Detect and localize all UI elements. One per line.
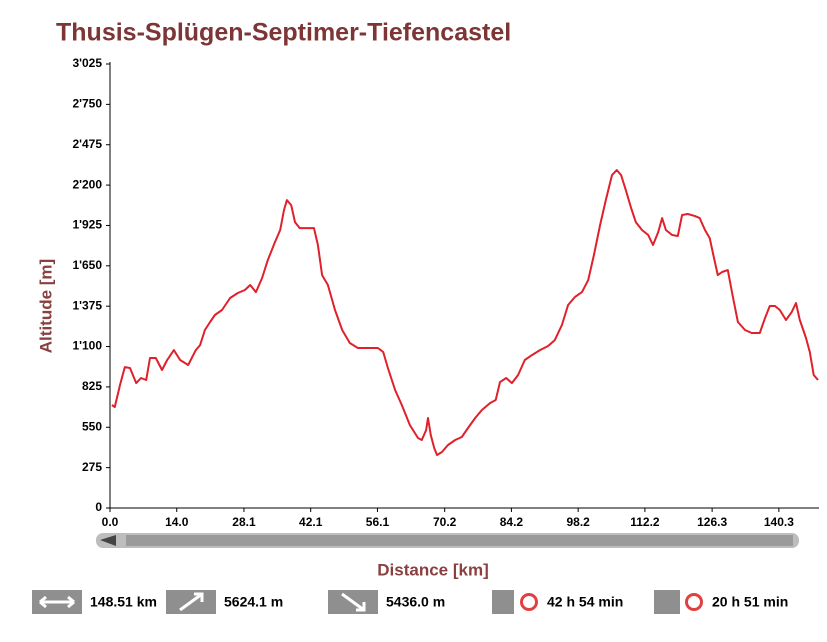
x-tick-label: 84.2: [500, 515, 524, 529]
stat-ascent: 5624.1 m: [224, 594, 283, 610]
stat-distance: 148.51 km: [90, 594, 157, 610]
x-tick-label: 140.3: [764, 515, 794, 529]
footer-icons: [32, 590, 703, 614]
y-tick-label: 1'925: [72, 218, 102, 232]
y-tick-label: 1'650: [72, 258, 102, 272]
y-tick-label: 550: [82, 419, 102, 433]
scroll-thumb[interactable]: [126, 535, 793, 546]
x-tick-label: 126.3: [697, 515, 727, 529]
y-tick-label: 1'100: [72, 339, 102, 353]
x-tick-label: 56.1: [366, 515, 390, 529]
chart-title: Thusis-Splügen-Septimer-Tiefencastel: [56, 19, 511, 47]
x-tick-label: 28.1: [232, 515, 256, 529]
x-tick-label: 70.2: [433, 515, 457, 529]
x-tick-label: 42.1: [299, 515, 323, 529]
elevation-line: [111, 169, 819, 456]
y-axis-label: Altitude [m]: [36, 259, 55, 353]
y-tick-label: 275: [82, 460, 102, 474]
y-tick-label: 2'200: [72, 177, 102, 191]
stat-descent: 5436.0 m: [386, 594, 445, 610]
x-axis-label: Distance [km]: [377, 560, 488, 579]
x-tick-label: 14.0: [165, 515, 189, 529]
icon-hiker: [492, 590, 514, 614]
scroll-arrow[interactable]: [100, 535, 116, 546]
icon-bike: [654, 590, 680, 614]
x-tick-label: 98.2: [566, 515, 590, 529]
scrollbar[interactable]: [96, 533, 799, 548]
y-tick-label: 825: [82, 379, 102, 393]
stat-bike-time: 20 h 51 min: [712, 594, 788, 610]
y-tick-label: 0: [95, 500, 102, 514]
y-tick-label: 1'375: [72, 298, 102, 312]
y-tick-label: 2'475: [72, 137, 102, 151]
y-tick-label: 2'750: [72, 97, 102, 111]
stat-hike-time: 42 h 54 min: [547, 594, 623, 610]
y-tick-label: 3'025: [72, 56, 102, 70]
x-tick-label: 0.0: [102, 515, 119, 529]
x-tick-label: 112.2: [630, 515, 660, 529]
